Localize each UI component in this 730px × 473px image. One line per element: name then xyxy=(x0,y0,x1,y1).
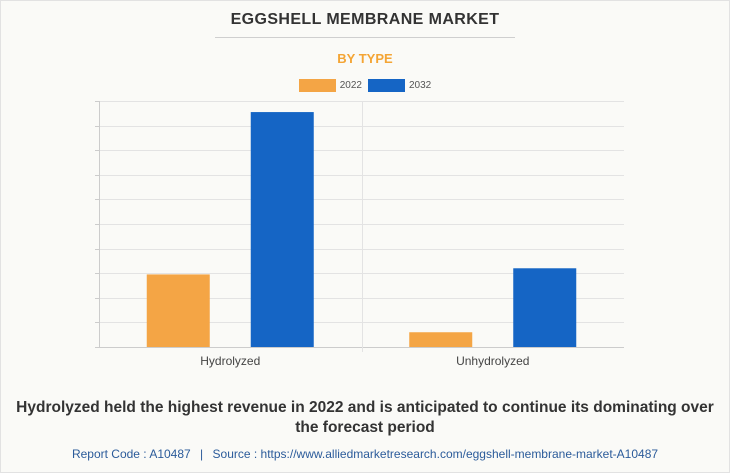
x-tick-label: Hydrolyzed xyxy=(200,354,260,368)
chart-title: EGGSHELL MEMBRANE MARKET xyxy=(230,11,500,28)
legend-item-2022[interactable]: 2022 xyxy=(298,79,362,92)
bar-2022-unhydrolyzed xyxy=(409,332,473,347)
bar-2032-hydrolyzed xyxy=(250,112,314,347)
legend-swatch-2022 xyxy=(298,79,336,92)
source-link[interactable]: Source : https://www.alliedmarketresearc… xyxy=(212,447,659,461)
legend: 2022 2032 xyxy=(0,79,730,92)
chart-subtitle: BY TYPE xyxy=(337,51,393,66)
chart-caption: Hydrolyzed held the highest revenue in 2… xyxy=(16,399,714,436)
legend-item-2032[interactable]: 2032 xyxy=(368,79,431,92)
legend-swatch-2032 xyxy=(368,79,405,92)
legend-label-2032: 2032 xyxy=(409,80,432,91)
bar-2032-unhydrolyzed xyxy=(513,268,577,347)
report-code: Report Code : A10487 xyxy=(71,447,191,461)
bar-2022-hydrolyzed xyxy=(146,274,210,347)
x-tick-label: Unhydrolyzed xyxy=(456,354,529,368)
legend-label-2022: 2022 xyxy=(339,80,362,91)
source-footer: Report Code : A10487 | Source : https://… xyxy=(0,447,730,461)
title-divider xyxy=(215,37,515,38)
footer-separator: | xyxy=(200,447,204,461)
